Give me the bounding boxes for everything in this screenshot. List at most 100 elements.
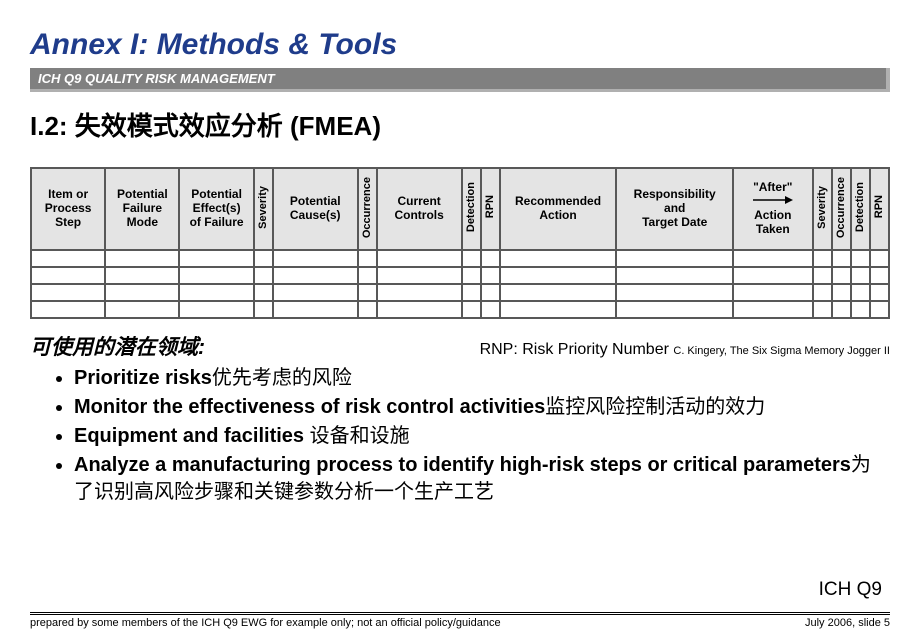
table-cell — [105, 301, 179, 318]
table-header-cell: CurrentControls — [377, 168, 462, 250]
table-header-cell: PotentialEffect(s)of Failure — [179, 168, 253, 250]
ich-tag: ICH Q9 — [819, 579, 882, 601]
table-cell — [31, 284, 105, 301]
table-cell — [358, 284, 377, 301]
table-cell — [481, 284, 500, 301]
table-cell — [616, 301, 733, 318]
table-cell — [105, 250, 179, 267]
banner: ICH Q9 QUALITY RISK MANAGEMENT — [30, 68, 890, 92]
table-cell — [616, 250, 733, 267]
table-cell — [179, 301, 253, 318]
table-cell — [733, 267, 813, 284]
footer-right: July 2006, slide 5 — [805, 617, 890, 629]
table-header-cell: Detection — [851, 168, 870, 250]
list-item: Analyze a manufacturing process to ident… — [74, 452, 890, 506]
table-cell — [377, 301, 462, 318]
table-cell — [851, 267, 870, 284]
table-row — [31, 284, 889, 301]
table-cell — [851, 250, 870, 267]
table-cell — [462, 301, 481, 318]
table-cell — [377, 250, 462, 267]
table-cell — [377, 284, 462, 301]
rnp-text: RNP: Risk Priority Number C. Kingery, Th… — [480, 341, 890, 359]
table-cell — [273, 250, 358, 267]
table-cell — [31, 301, 105, 318]
table-cell — [179, 250, 253, 267]
table-row — [31, 267, 889, 284]
table-cell — [733, 284, 813, 301]
table-cell — [500, 301, 617, 318]
footer: prepared by some members of the ICH Q9 E… — [30, 612, 890, 629]
table-cell — [813, 267, 832, 284]
table-cell — [832, 301, 851, 318]
table-cell — [462, 267, 481, 284]
table-cell — [813, 284, 832, 301]
rnp-cite: C. Kingery, The Six Sigma Memory Jogger … — [673, 345, 890, 357]
table-cell — [273, 284, 358, 301]
table-cell — [481, 301, 500, 318]
table-cell — [832, 250, 851, 267]
table-cell — [358, 267, 377, 284]
table-cell — [358, 301, 377, 318]
table-header-cell: Item orProcessStep — [31, 168, 105, 250]
table-row — [31, 301, 889, 318]
table-cell — [832, 284, 851, 301]
footer-left: prepared by some members of the ICH Q9 E… — [30, 617, 501, 629]
main-title: Annex I: Methods & Tools — [30, 28, 890, 62]
table-cell — [179, 284, 253, 301]
fmea-table: Item orProcessStepPotentialFailureModePo… — [30, 167, 890, 319]
list-item: Equipment and facilities 设备和设施 — [74, 423, 890, 450]
table-cell — [358, 250, 377, 267]
table-header-cell: RPN — [870, 168, 889, 250]
table-cell — [813, 301, 832, 318]
table-body — [31, 250, 889, 318]
table-header-cell: Detection — [462, 168, 481, 250]
table-cell — [462, 250, 481, 267]
subhead: 可使用的潜在领域: — [30, 331, 205, 361]
table-cell — [870, 267, 889, 284]
table-header-cell: "After"Action Taken — [733, 168, 813, 250]
table-cell — [870, 284, 889, 301]
table-cell — [481, 250, 500, 267]
bullet-list: Prioritize risks优先考虑的风险Monitor the effec… — [74, 365, 890, 506]
table-cell — [500, 284, 617, 301]
table-header-cell: PotentialCause(s) — [273, 168, 358, 250]
table-cell — [616, 267, 733, 284]
table-cell — [500, 250, 617, 267]
table-cell — [616, 284, 733, 301]
table-cell — [481, 267, 500, 284]
table-cell — [31, 267, 105, 284]
slide-container: Annex I: Methods & Tools ICH Q9 QUALITY … — [0, 0, 920, 637]
table-cell — [832, 267, 851, 284]
table-header-row: Item orProcessStepPotentialFailureModePo… — [31, 168, 889, 250]
table-cell — [851, 301, 870, 318]
table-cell — [254, 301, 273, 318]
table-cell — [733, 301, 813, 318]
table-cell — [31, 250, 105, 267]
table-cell — [105, 267, 179, 284]
table-cell — [500, 267, 617, 284]
table-cell — [851, 284, 870, 301]
table-cell — [870, 301, 889, 318]
table-header-cell: Severity — [254, 168, 273, 250]
table-cell — [273, 267, 358, 284]
table-header-cell: ResponsibilityandTarget Date — [616, 168, 733, 250]
table-header-cell: RPN — [481, 168, 500, 250]
table-cell — [870, 250, 889, 267]
list-item: Monitor the effectiveness of risk contro… — [74, 394, 890, 421]
table-header-cell: PotentialFailureMode — [105, 168, 179, 250]
list-item: Prioritize risks优先考虑的风险 — [74, 365, 890, 392]
table-row — [31, 250, 889, 267]
rnp-label: RNP: Risk Priority Number — [480, 341, 669, 358]
table-cell — [254, 284, 273, 301]
table-header-cell: Severity — [813, 168, 832, 250]
table-header-cell: RecommendedAction — [500, 168, 617, 250]
table-cell — [813, 250, 832, 267]
table-header-cell: Occurrence — [832, 168, 851, 250]
table-cell — [273, 301, 358, 318]
table-cell — [179, 267, 253, 284]
table-cell — [254, 250, 273, 267]
section-title: I.2: 失效模式效应分析 (FMEA) — [30, 106, 890, 143]
table-cell — [733, 250, 813, 267]
table-cell — [377, 267, 462, 284]
